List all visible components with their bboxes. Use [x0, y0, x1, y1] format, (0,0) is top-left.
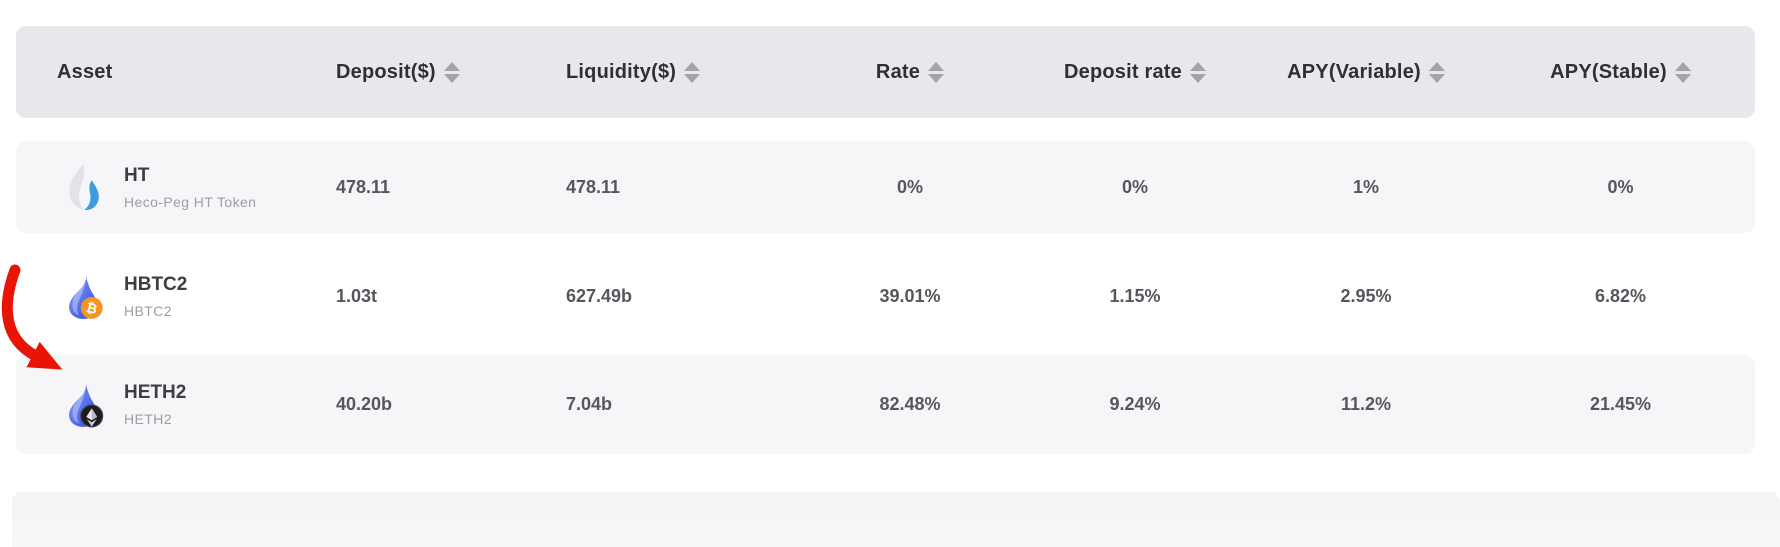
deposit-rate-value: 1.15%: [1109, 286, 1161, 306]
sort-arrows-icon: [443, 61, 460, 83]
deposit-value: 478.11: [336, 176, 391, 197]
column-header-asset: Asset: [16, 61, 336, 84]
markets-table: Asset Deposit($) Liquidity($) Rate Depos…: [16, 26, 1755, 454]
table-row-ht[interactable]: HT Heco-Peg HT Token 478.11 478.11 0% 0%…: [16, 141, 1755, 233]
asset-symbol: HETH2: [124, 382, 187, 403]
liquidity-value: 7.04b: [566, 394, 613, 414]
column-label: APY(Stable): [1550, 60, 1667, 83]
asset-cell: HETH2 HETH2: [16, 380, 336, 430]
apy-stable-value: 21.45%: [1589, 394, 1652, 414]
apy-variable-value: 11.2%: [1340, 394, 1392, 414]
column-header-deposit-rate[interactable]: Deposit rate: [1024, 61, 1246, 84]
next-section-panel: [12, 492, 1780, 547]
sort-arrows-icon: [1428, 61, 1445, 83]
red-arrow-annotation-icon: [1, 264, 63, 370]
asset-name: HBTC2: [124, 303, 172, 319]
column-header-deposit[interactable]: Deposit($): [336, 61, 566, 84]
column-label: Deposit($): [336, 60, 436, 83]
huobi-flame-icon: [69, 164, 99, 211]
apy-variable-value: 2.95%: [1340, 286, 1392, 306]
column-label: Liquidity($): [566, 60, 677, 83]
sort-arrows-icon: [684, 61, 701, 83]
table-header-row: Asset Deposit($) Liquidity($) Rate Depos…: [16, 26, 1755, 118]
sort-arrows-icon: [1190, 61, 1206, 83]
column-header-apy-variable[interactable]: APY(Variable): [1246, 61, 1486, 84]
deposit-value: 40.20b: [336, 394, 393, 414]
deposit-rate-value: 0%: [1121, 176, 1148, 197]
apy-stable-value: 6.82%: [1594, 286, 1647, 306]
apy-variable-value: 1%: [1352, 176, 1379, 197]
asset-cell: ₿ HBTC2 HBTC2: [16, 272, 336, 322]
rate-value: 39.01%: [879, 286, 941, 306]
sort-arrows-icon: [928, 61, 945, 83]
deposit-rate-value: 9.24%: [1109, 394, 1161, 414]
deposit-value: 1.03t: [336, 286, 378, 306]
bitcoin-glyph: ₿: [84, 299, 98, 316]
sort-arrows-icon: [1674, 61, 1691, 83]
blue-drop-ethereum-icon: [69, 382, 104, 427]
rate-value: 0%: [896, 176, 923, 197]
asset-cell: HT Heco-Peg HT Token: [16, 162, 336, 212]
column-label: Rate: [875, 60, 921, 83]
column-header-rate[interactable]: Rate: [796, 61, 1024, 84]
column-label: Asset: [57, 60, 113, 83]
asset-symbol: HT: [124, 164, 150, 186]
column-label: Deposit rate: [1064, 60, 1182, 83]
asset-name: HETH2: [124, 411, 172, 427]
column-label: APY(Variable): [1287, 60, 1421, 83]
table-row-heth2[interactable]: HETH2 HETH2 40.20b 7.04b 82.48% 9.24% 11…: [16, 355, 1755, 454]
liquidity-value: 478.11: [566, 176, 621, 197]
liquidity-value: 627.49b: [566, 286, 633, 306]
column-header-apy-stable[interactable]: APY(Stable): [1486, 61, 1755, 84]
blue-drop-bitcoin-icon: ₿: [69, 274, 103, 319]
asset-name: Heco-Peg HT Token: [124, 193, 257, 210]
apy-stable-value: 0%: [1607, 176, 1634, 197]
column-header-liquidity[interactable]: Liquidity($): [566, 61, 796, 84]
rate-value: 82.48%: [879, 394, 941, 414]
asset-symbol: HBTC2: [124, 274, 188, 295]
table-row-hbtc2[interactable]: ₿ HBTC2 HBTC2 1.03t 627.49b 39.01% 1.15%…: [16, 248, 1755, 345]
